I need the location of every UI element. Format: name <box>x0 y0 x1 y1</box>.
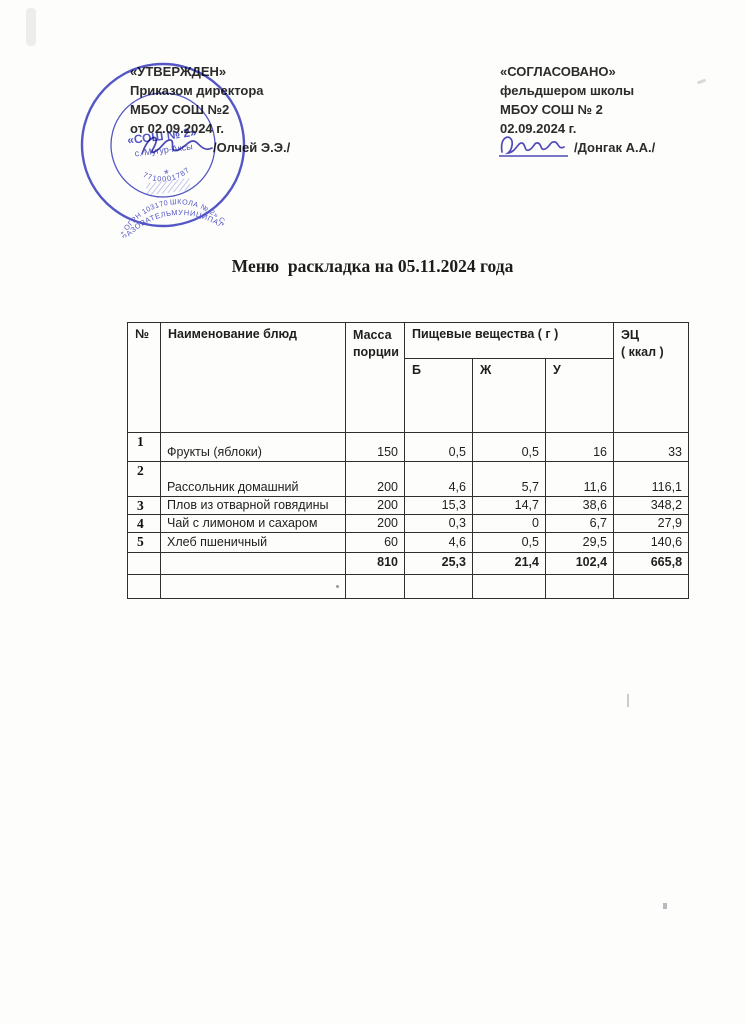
table-cell <box>613 574 690 599</box>
table-row: 1 Фрукты (яблоки) 150 0,5 0,5 16 33 <box>127 432 690 462</box>
approval-block-approved: «УТВЕРЖДЕН» Приказом директора МБОУ СОШ … <box>130 62 290 160</box>
table-cell: 140,6 <box>613 532 690 553</box>
approval-right-line2: фельдшером школы <box>500 83 635 98</box>
stamp-hatched-box <box>145 178 191 196</box>
table-cell <box>404 574 473 599</box>
approval-right-line1: «СОГЛАСОВАНО» <box>500 64 616 79</box>
table-cell <box>127 574 161 599</box>
director-signature-line: /Олчей Э.Э./ <box>130 136 291 160</box>
table-cell: 810 <box>345 552 405 575</box>
col-header-name: Наименование блюд <box>160 322 346 433</box>
col-header-energy: ЭЦ ( ккал ) <box>613 322 690 433</box>
table-cell: 27,9 <box>613 514 690 533</box>
table-header-row-2: Б Ж У <box>128 358 689 433</box>
feldsher-signature-line: /Донгак А.А./ <box>499 136 656 160</box>
table-cell: 25,3 <box>404 552 473 575</box>
table-cell <box>472 574 546 599</box>
table-cell: 4,6 <box>404 532 473 553</box>
stamp-inner-circle <box>110 92 216 198</box>
table-cell: 5,7 <box>472 461 546 497</box>
table-cell: 200 <box>345 496 405 515</box>
table-cell: 14,7 <box>472 496 546 515</box>
approval-right-line4: 02.09.2024 г. <box>500 121 577 136</box>
feldsher-handwritten-signature <box>499 136 568 157</box>
col-header-fat: Ж <box>472 358 546 433</box>
table-cell: 33 <box>613 432 690 462</box>
menu-table: № Наименование блюд Масса порции Пищевые… <box>127 322 690 599</box>
table-cell <box>345 574 405 599</box>
director-name: /Олчей Э.Э./ <box>213 140 291 155</box>
table-cell: 0,3 <box>404 514 473 533</box>
stamp-outer-circle <box>80 62 246 228</box>
scan-artifact <box>26 8 36 46</box>
school-round-stamp: МУНИЦИПАЛЬНОЕ БЮДЖЕТНОЕ ОБЩЕОБРАЗОВАТЕЛЬ… <box>66 48 260 242</box>
document-title: Меню раскладка на 05.11.2024 года <box>231 256 514 276</box>
table-cell: 0,5 <box>404 432 473 462</box>
table-cell: Чай с лимоном и сахаром <box>160 514 346 533</box>
table-cell: 348,2 <box>613 496 690 515</box>
table-row: 5 Хлеб пшеничный 60 4,6 0,5 29,5 140,6 <box>127 532 690 553</box>
table-cell: 21,4 <box>472 552 546 575</box>
header-line: Масса <box>353 328 392 342</box>
table-cell: 665,8 <box>613 552 690 575</box>
header-line: ( ккал ) <box>621 345 664 359</box>
col-header-protein: Б <box>404 358 473 433</box>
table-cell: 60 <box>345 532 405 553</box>
approval-block-agreed: «СОГЛАСОВАНО» фельдшером школы МБОУ СОШ … <box>499 62 656 160</box>
table-cell: 6,7 <box>544 514 615 533</box>
table-cell: 16 <box>544 432 615 462</box>
scan-artifact <box>663 903 667 909</box>
table-cell: 4,6 <box>404 461 473 497</box>
table-header-row-1: № Наименование блюд Масса порции Пищевые… <box>127 322 690 433</box>
table-cell <box>127 552 161 575</box>
col-header-mass: Масса порции <box>345 322 405 433</box>
scan-artifact <box>696 78 707 85</box>
table-cell <box>160 552 346 575</box>
table-cell: Хлеб пшеничный <box>160 532 346 553</box>
table-cell: Рассольник домашний <box>160 461 346 497</box>
approval-left-line4: от 02.09.2024 г. <box>130 121 224 136</box>
table-cell: 15,3 <box>404 496 473 515</box>
table-cell: 2 <box>127 461 161 497</box>
feldsher-name: /Донгак А.А./ <box>574 140 656 155</box>
approval-right-line3: МБОУ СОШ № 2 <box>500 102 603 117</box>
table-cell: 1 <box>127 432 161 462</box>
table-cell <box>544 574 615 599</box>
table-cell: 150 <box>345 432 405 462</box>
header-line: ЭЦ <box>621 328 640 342</box>
table-cell: 200 <box>345 514 405 533</box>
table-cell: 29,5 <box>544 532 615 553</box>
stamp-star: * <box>163 167 170 182</box>
table-cell: 102,4 <box>544 552 615 575</box>
table-cell: 200 <box>345 461 405 497</box>
table-cell: 116,1 <box>613 461 690 497</box>
table-empty-row <box>127 574 690 599</box>
table-row: 4 Чай с лимоном и сахаром 200 0,3 0 6,7 … <box>127 514 690 533</box>
table-total-row: 810 25,3 21,4 102,4 665,8 <box>127 552 690 575</box>
scan-artifact <box>627 694 629 707</box>
table-cell: 4 <box>127 514 161 533</box>
table-cell: Плов из отварной говядины <box>160 496 346 515</box>
table-row: 2 Рассольник домашний 200 4,6 5,7 11,6 1… <box>127 461 690 497</box>
table-cell: 11,6 <box>544 461 615 497</box>
director-handwritten-signature <box>141 136 213 155</box>
table-cell: 5 <box>127 532 161 553</box>
table-cell: 3 <box>127 496 161 515</box>
header-line: порции <box>353 345 399 359</box>
table-row: 3 Плов из отварной говядины 200 15,3 14,… <box>127 496 690 515</box>
col-header-num: № <box>127 322 161 433</box>
table-cell: Фрукты (яблоки) <box>160 432 346 462</box>
table-cell: 38,6 <box>544 496 615 515</box>
col-header-carbs: У <box>544 358 615 433</box>
table-cell <box>160 574 346 599</box>
col-header-nutrients: Пищевые вещества ( г ) <box>403 322 615 359</box>
table-cell: 0,5 <box>472 532 546 553</box>
table-cell: 0 <box>472 514 546 533</box>
table-cell: 0,5 <box>472 432 546 462</box>
approval-left-line2: Приказом директора <box>130 83 264 98</box>
